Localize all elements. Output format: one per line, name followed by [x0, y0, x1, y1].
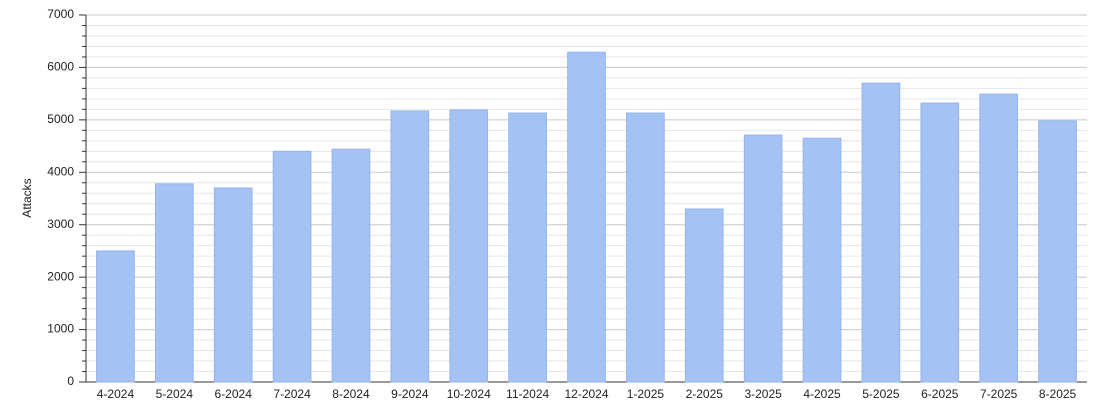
y-tick-label: 6000 — [47, 60, 74, 74]
x-tick-label: 1-2025 — [627, 387, 665, 401]
x-tick-label: 8-2024 — [332, 387, 370, 401]
x-tick-label: 5-2024 — [156, 387, 194, 401]
bar — [567, 51, 606, 383]
y-tick-label: 2000 — [47, 269, 74, 283]
y-tick-label: 5000 — [47, 112, 74, 126]
x-tick-label: 10-2024 — [447, 387, 491, 401]
bar — [390, 110, 430, 383]
bar — [626, 112, 665, 383]
y-tick-label: 7000 — [47, 7, 74, 21]
bar — [96, 250, 135, 383]
x-tick-label: 6-2024 — [215, 387, 253, 401]
x-tick-label: 5-2025 — [862, 387, 900, 401]
bar — [684, 208, 724, 383]
bar — [920, 102, 960, 383]
bar — [272, 150, 312, 383]
bar — [508, 112, 547, 383]
bar — [861, 82, 901, 383]
x-tick-label: 3-2025 — [744, 387, 782, 401]
x-tick-label: 2-2025 — [686, 387, 724, 401]
bar — [331, 148, 371, 383]
bar — [743, 134, 783, 383]
y-axis-label: Attacks — [20, 178, 34, 217]
x-tick-label: 7-2025 — [980, 387, 1018, 401]
bar — [213, 187, 253, 383]
x-tick-label: 4-2024 — [97, 387, 135, 401]
y-tick-label: 0 — [67, 374, 74, 388]
y-tick-label: 1000 — [47, 322, 74, 336]
x-tick-label: 12-2024 — [564, 387, 608, 401]
x-tick-label: 4-2025 — [803, 387, 841, 401]
bar — [154, 183, 194, 383]
y-tick-label: 4000 — [47, 164, 74, 178]
y-tick-label: 3000 — [47, 217, 74, 231]
x-tick-label: 8-2025 — [1039, 387, 1077, 401]
bar — [449, 109, 489, 383]
x-tick-label: 7-2024 — [273, 387, 311, 401]
x-tick-label: 11-2024 — [506, 387, 549, 401]
bar — [1038, 120, 1077, 383]
x-tick-label: 9-2024 — [391, 387, 429, 401]
x-tick-label: 6-2025 — [921, 387, 959, 401]
bar — [802, 137, 842, 383]
bar — [979, 93, 1019, 383]
